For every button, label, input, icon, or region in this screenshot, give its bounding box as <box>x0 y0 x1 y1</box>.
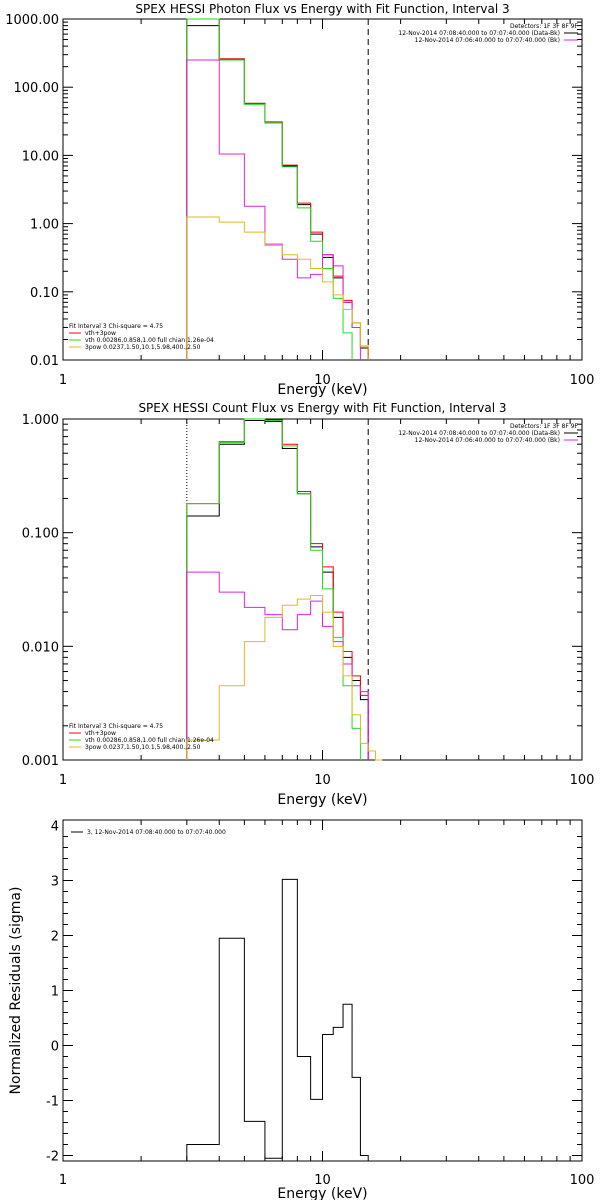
x-axis-label: Energy (keV) <box>277 792 367 808</box>
legend-entry: 3pow 0.0237,1.50,10.1,5.98,400.,2.50 <box>85 744 201 751</box>
y-tick-label: 0.010 <box>22 640 59 655</box>
y-tick-label: 3 <box>51 875 59 890</box>
series-3-steps <box>186 571 369 760</box>
y-tick-label: 0 <box>51 1040 59 1055</box>
series-1-steps <box>186 18 369 360</box>
y-tick-label: 10.00 <box>22 149 59 164</box>
legend-header: Detectors: 1F 3F 8F 9F <box>510 423 579 430</box>
y-tick-label: 1000.00 <box>5 13 59 28</box>
series-2-steps <box>186 18 353 360</box>
y-tick-label: 0.10 <box>30 286 59 301</box>
x-tick-label: 100 <box>570 1173 595 1188</box>
legend-entry: 12-Nov-2014 07:08:40.000 to 07:07:40.000… <box>398 30 560 37</box>
legend-entry: 12-Nov-2014 07:06:40.000 to 07:07:40.000… <box>415 37 560 44</box>
x-tick-label: 10 <box>314 773 331 788</box>
legend-header: Fit Interval 3 Chi-square = 4.75 <box>69 723 163 730</box>
y-tick-label: -2 <box>46 1150 59 1165</box>
y-tick-label: 0.01 <box>30 354 59 369</box>
x-tick-label: 10 <box>314 373 331 388</box>
x-axis-label: Energy (keV) <box>277 1186 367 1200</box>
legend-entry: vth+3pow <box>85 330 116 337</box>
y-tick-label: 4 <box>51 820 59 835</box>
chart-title: SPEX HESSI Photon Flux vs Energy with Fi… <box>135 2 509 16</box>
x-tick-label: 1 <box>59 1173 67 1188</box>
series-0-steps <box>186 878 369 1161</box>
y-tick-label: 1.000 <box>22 413 59 428</box>
y-tick-label: -1 <box>46 1095 59 1110</box>
series-4-steps <box>186 595 383 761</box>
series-0-steps <box>186 25 369 360</box>
legend-entry: vth+3pow <box>85 730 116 737</box>
x-tick-label: 1 <box>59 373 67 388</box>
x-tick-label: 100 <box>570 773 595 788</box>
legend-header: Fit Interval 3 Chi-square = 4.75 <box>69 323 163 330</box>
plot-frame <box>62 819 583 1162</box>
y-tick-label: 1.00 <box>30 218 59 233</box>
plot-frame <box>62 18 583 361</box>
legend-entry: 12-Nov-2014 07:06:40.000 to 07:07:40.000… <box>415 437 560 444</box>
y-tick-label: 0.001 <box>22 754 59 769</box>
series-4-steps <box>186 216 369 360</box>
legend-header: Detectors: 1F 3F 8F 9F <box>510 23 579 30</box>
x-tick-label: 100 <box>570 373 595 388</box>
x-axis-label: Energy (keV) <box>277 382 367 398</box>
legend-entry: 12-Nov-2014 07:08:40.000 to 07:07:40.000… <box>398 430 560 437</box>
y-tick-label: 2 <box>51 930 59 945</box>
plot-frame <box>62 418 583 761</box>
series-0-steps <box>186 420 369 760</box>
y-tick-label: 0.100 <box>22 527 59 542</box>
chart-title: SPEX HESSI Count Flux vs Energy with Fit… <box>138 401 506 415</box>
legend-entry: vth 0.00286,0.858,1.00 full chian 1.26e-… <box>85 737 214 744</box>
x-tick-label: 10 <box>314 1173 331 1188</box>
legend-entry: vth 0.00286,0.858,1.00 full chian 1.26e-… <box>85 337 214 344</box>
series-1-steps <box>186 418 369 760</box>
y-tick-label: 1 <box>51 985 59 1000</box>
legend-entry: 3, 12-Nov-2014 07:08:40.000 to 07:07:40.… <box>87 829 226 836</box>
legend-entry: 3pow 0.0237,1.50,10.1,5.98,400.,2.50 <box>85 344 201 351</box>
series-3-steps <box>186 59 361 360</box>
y-tick-label: 100.00 <box>14 81 60 96</box>
x-tick-label: 1 <box>59 773 67 788</box>
y-axis-label: Normalized Residuals (sigma) <box>8 887 24 1095</box>
series-2-steps <box>186 418 361 760</box>
